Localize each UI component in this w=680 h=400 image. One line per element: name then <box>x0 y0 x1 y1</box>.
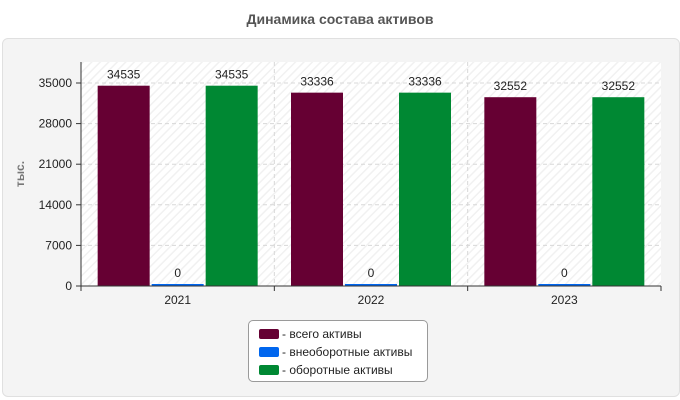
y-tick-label: 14000 <box>39 198 73 212</box>
data-label: 32552 <box>602 79 636 93</box>
legend-swatch <box>259 347 279 357</box>
labels: 0 7000 14000 21000 28000 35000 34535 0 34535 2021… <box>39 68 636 307</box>
y-axis-label: тыс. <box>13 161 27 187</box>
bar <box>538 284 591 286</box>
data-label: 0 <box>174 266 181 280</box>
data-label: 34535 <box>107 68 141 82</box>
x-tick-label: 2022 <box>358 293 385 307</box>
legend-item-noncurrent-assets: - внеоборотные активы <box>259 343 427 361</box>
legend-label: - всего активы <box>282 327 362 341</box>
data-label: 33336 <box>408 75 442 89</box>
y-tick-label: 28000 <box>39 117 73 131</box>
legend-swatch <box>259 365 279 375</box>
legend-swatch <box>259 329 279 339</box>
legend-label: - внеоборотные активы <box>282 345 413 359</box>
y-tick-label: 35000 <box>39 76 73 90</box>
bars <box>97 85 645 287</box>
bar <box>151 284 204 286</box>
legend-item-current-assets: - оборотные активы <box>259 361 427 379</box>
data-label: 33336 <box>300 75 334 89</box>
axes <box>76 62 662 291</box>
data-label: 32552 <box>494 79 528 93</box>
data-label: 0 <box>368 266 375 280</box>
bar <box>484 97 537 287</box>
y-tick-label: 7000 <box>45 238 72 252</box>
bar <box>345 284 397 286</box>
legend-item-total-assets: - всего активы <box>259 325 427 343</box>
bar <box>592 97 645 287</box>
data-label: 0 <box>561 266 568 280</box>
bar <box>399 92 451 286</box>
grid-lines <box>81 62 661 286</box>
bar <box>291 92 343 286</box>
bar <box>97 85 150 287</box>
chart-title: Динамика состава активов <box>246 11 434 27</box>
y-tick-label: 0 <box>65 279 72 293</box>
plot-area <box>81 62 661 286</box>
legend-label: - оборотные активы <box>282 363 393 377</box>
x-tick-label: 2023 <box>551 293 578 307</box>
chart-legend: - всего активы - внеоборотные активы - о… <box>248 320 428 382</box>
y-tick-label: 21000 <box>39 157 73 171</box>
bar <box>205 85 258 287</box>
data-label: 34535 <box>215 68 249 82</box>
x-tick-label: 2021 <box>164 293 191 307</box>
